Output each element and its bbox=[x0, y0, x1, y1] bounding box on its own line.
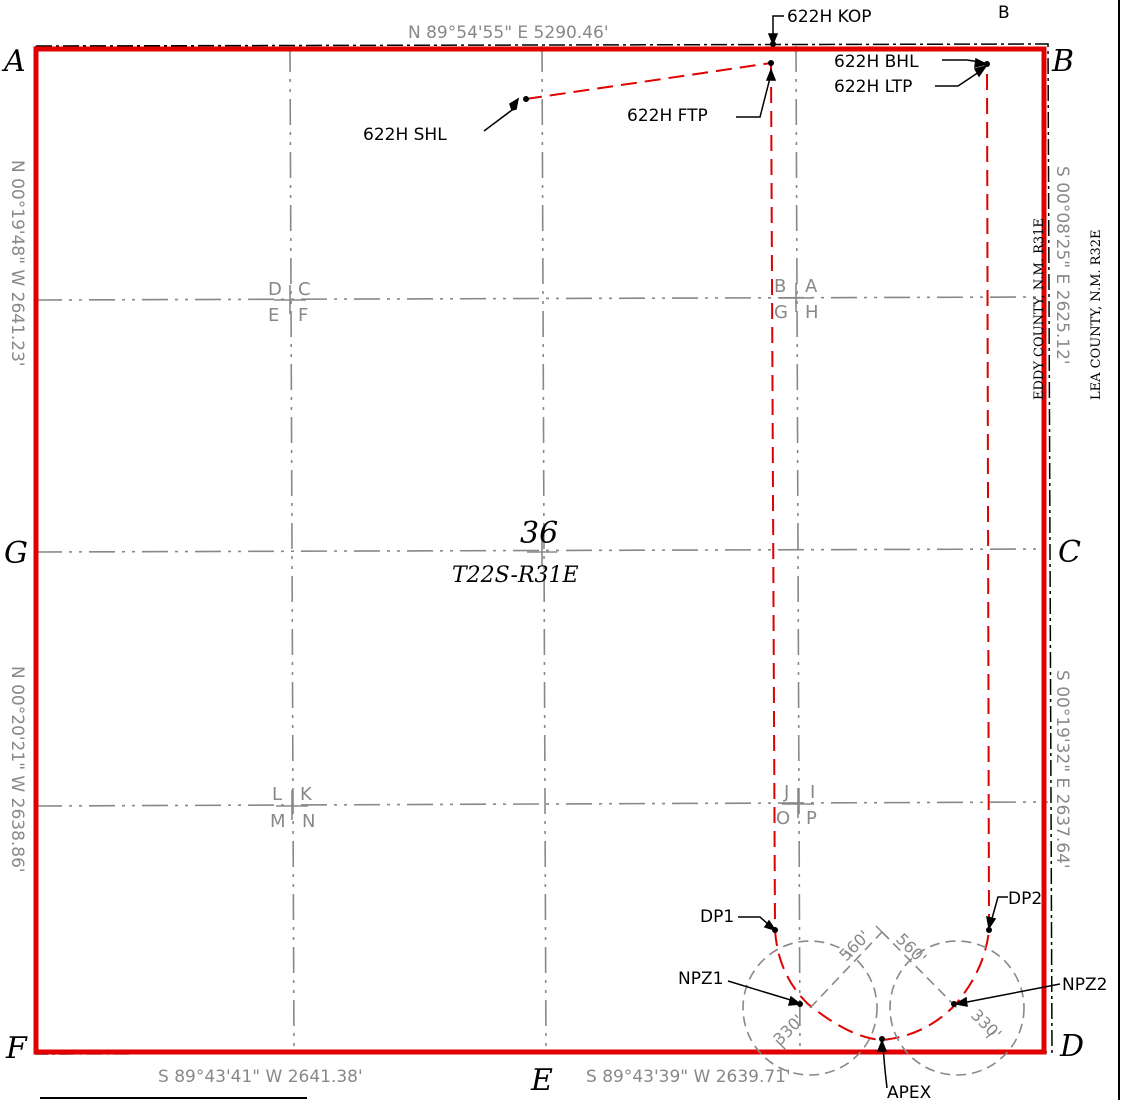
section-outer-boundary bbox=[35, 43, 1053, 1055]
south-line-right-bearing: S 89°43'39" W 2639.71' bbox=[586, 1067, 791, 1087]
npz-circles bbox=[742, 931, 1025, 1076]
corner-e: E bbox=[530, 1063, 553, 1098]
well-point-markers bbox=[523, 41, 992, 1042]
east-line-upper-bearing: S 00°08'25" E 2625.12' bbox=[1052, 166, 1072, 365]
tract-letter-c: C bbox=[298, 279, 311, 300]
corner-d: D bbox=[1059, 1029, 1084, 1064]
tract-letter-l: L bbox=[272, 784, 282, 805]
tract-letter-n: N bbox=[302, 811, 315, 832]
tract-letter-d: D bbox=[268, 279, 282, 300]
shl-label: 622H SHL bbox=[363, 125, 447, 145]
dim-560-right: 560' bbox=[892, 929, 930, 967]
tract-letter-g: G bbox=[774, 302, 788, 323]
ltp-label: 622H LTP bbox=[834, 77, 912, 97]
corner-c: C bbox=[1058, 535, 1081, 570]
tract-letter-m: M bbox=[270, 811, 286, 832]
tract-letter-f: F bbox=[298, 305, 308, 326]
tract-letter-i: I bbox=[810, 782, 815, 803]
stray-mark: B bbox=[998, 3, 1010, 23]
north-line-bearing: N 89°54'55" E 5290.46' bbox=[408, 23, 609, 43]
tract-letter-k: K bbox=[300, 784, 313, 805]
west-line-lower-bearing: N 00°20'21" W 2638.86' bbox=[7, 666, 27, 873]
west-line-upper-bearing: N 00°19'48" W 2641.23' bbox=[7, 160, 27, 367]
tract-letter-a: A bbox=[805, 276, 818, 297]
lea-county-label: LEA COUNTY, N.M. R32E bbox=[1089, 230, 1104, 401]
corner-b: B bbox=[1051, 44, 1074, 79]
corner-f: F bbox=[5, 1031, 28, 1066]
npz2-label: NPZ2 bbox=[1062, 975, 1107, 995]
township-range: T22S-R31E bbox=[452, 563, 579, 588]
tract-letter-o: O bbox=[776, 808, 790, 829]
npz1-label: NPZ1 bbox=[678, 969, 723, 989]
tract-letter-b: B bbox=[774, 276, 786, 297]
tract-letter-e: E bbox=[268, 305, 279, 326]
section-number: 36 bbox=[520, 516, 558, 551]
well-path bbox=[525, 62, 990, 1042]
corner-a: A bbox=[1, 44, 26, 79]
tract-letter-h: H bbox=[805, 302, 819, 323]
leader-lines bbox=[483, 15, 1061, 1089]
dp1-label: DP1 bbox=[700, 907, 734, 927]
kop-label: 622H KOP bbox=[787, 7, 872, 27]
dim-560-left: 560' bbox=[835, 927, 873, 965]
tract-letter-p: P bbox=[806, 808, 817, 829]
corner-g: G bbox=[4, 536, 28, 571]
lease-boundary bbox=[33, 46, 1047, 1055]
dim-330-left: 330' bbox=[769, 1011, 807, 1049]
quarter-grid bbox=[35, 45, 1049, 1055]
bhl-label: 622H BHL bbox=[834, 52, 919, 72]
east-line-lower-bearing: S 00°19'32" E 2637.64' bbox=[1052, 670, 1072, 869]
ftp-label: 622H FTP bbox=[627, 106, 708, 126]
apex-label: APEX bbox=[887, 1083, 932, 1100]
dp2-label: DP2 bbox=[1008, 889, 1042, 909]
tract-corner-ticks bbox=[274, 283, 814, 820]
dimension-ticks bbox=[775, 925, 997, 1051]
south-line-left-bearing: S 89°43'41" W 2641.38' bbox=[158, 1067, 363, 1087]
eddy-county-label: EDDY COUNTY, N.M. R31E bbox=[1032, 218, 1047, 400]
tract-letter-j: J bbox=[783, 782, 789, 803]
